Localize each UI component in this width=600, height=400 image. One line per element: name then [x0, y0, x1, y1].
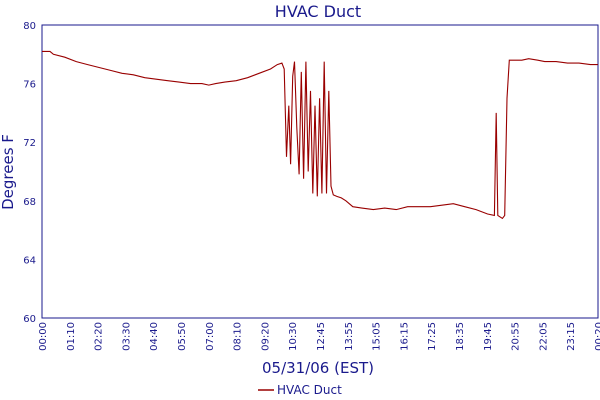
- y-tick-label: 60: [23, 314, 36, 325]
- y-axis-label: Degrees F: [0, 134, 17, 210]
- series-line-hvac-duct: [42, 50, 598, 220]
- y-tick-label: 64: [23, 255, 36, 266]
- x-tick-label: 13:55: [344, 322, 355, 351]
- y-tick-label: 76: [23, 80, 36, 91]
- legend: HVAC Duct: [258, 383, 342, 397]
- x-tick-label: 08:10: [233, 322, 244, 351]
- x-ticks: 00:00 01:10 02:20 03:30 04:40 05:50 07:00 08:10…: [38, 322, 600, 351]
- x-tick-label: 22:05: [538, 322, 549, 351]
- x-tick-label: 19:45: [483, 322, 494, 351]
- x-tick-label: 17:25: [427, 322, 438, 351]
- x-tick-label: 15:05: [372, 322, 383, 351]
- x-tick-label: 01:10: [66, 322, 77, 351]
- x-tick-label: 09:20: [260, 322, 271, 351]
- x-tick-label: 16:15: [399, 322, 410, 351]
- y-tick-label: 72: [23, 138, 36, 149]
- x-tick-label: 04:40: [149, 322, 160, 351]
- x-tick-label: 00:20: [594, 322, 600, 351]
- x-tick-label: 23:15: [566, 322, 577, 351]
- series-layer: [42, 50, 598, 220]
- plot-border: [41, 24, 599, 319]
- x-tick-label: 07:00: [205, 322, 216, 351]
- x-axis-label: 05/31/06 (EST): [262, 359, 374, 377]
- chart-title: HVAC Duct: [275, 2, 361, 21]
- x-tick-label: 12:45: [316, 322, 327, 351]
- x-tick-label: 10:30: [288, 322, 299, 351]
- y-tick-label: 68: [23, 197, 36, 208]
- plot-area: [42, 25, 598, 318]
- x-tick-label: 05:50: [177, 322, 188, 351]
- x-tick-label: 02:20: [94, 322, 105, 351]
- y-ticks: 60 64 68 72 76 80: [23, 21, 36, 325]
- x-tick-label: 18:35: [455, 322, 466, 351]
- x-tick-label: 20:55: [511, 322, 522, 351]
- x-tick-label: 00:00: [38, 322, 49, 351]
- x-tick-label: 03:30: [121, 322, 132, 351]
- plot-frame: [41, 24, 599, 319]
- y-tick-label: 80: [23, 21, 36, 32]
- legend-item-label: HVAC Duct: [277, 383, 342, 397]
